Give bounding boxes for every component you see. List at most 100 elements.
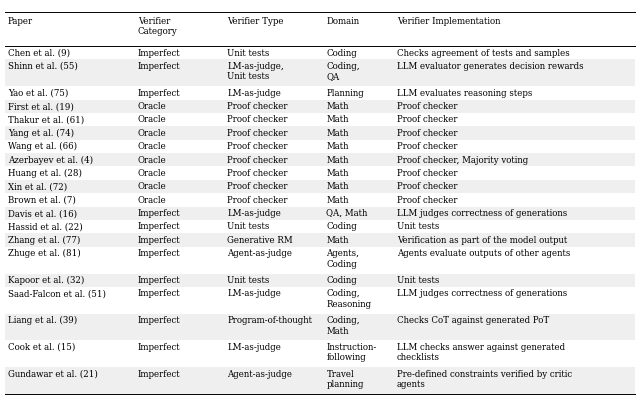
Text: Imperfect: Imperfect (138, 289, 180, 299)
Text: LM-as-judge: LM-as-judge (227, 289, 281, 299)
Text: Davis et al. (16): Davis et al. (16) (8, 209, 77, 218)
Text: Proof checker: Proof checker (397, 102, 458, 111)
Text: LLM evaluator generates decision rewards: LLM evaluator generates decision rewards (397, 62, 584, 71)
Text: Unit tests: Unit tests (227, 223, 269, 231)
Text: Yao et al. (75): Yao et al. (75) (8, 88, 68, 98)
Text: Pre-defined constraints verified by critic
agents: Pre-defined constraints verified by crit… (397, 370, 572, 389)
Text: Unit tests: Unit tests (227, 276, 269, 285)
Text: Proof checker: Proof checker (227, 102, 288, 111)
Text: Math: Math (326, 142, 349, 151)
Text: Program-of-thought: Program-of-thought (227, 316, 312, 325)
Text: Domain: Domain (326, 17, 360, 26)
Text: Verifier Implementation: Verifier Implementation (397, 17, 500, 26)
Text: Huang et al. (28): Huang et al. (28) (8, 169, 82, 178)
Text: Proof checker: Proof checker (227, 156, 288, 164)
Text: Generative RM: Generative RM (227, 236, 293, 245)
Text: Proof checker: Proof checker (397, 129, 458, 138)
Text: Verifier
Category: Verifier Category (138, 17, 177, 36)
Text: Imperfect: Imperfect (138, 249, 180, 258)
Bar (5, 314, 635, 341)
Text: Thakur et al. (61): Thakur et al. (61) (8, 116, 84, 124)
Text: LM-as-judge: LM-as-judge (227, 209, 281, 218)
Text: First et al. (19): First et al. (19) (8, 102, 74, 111)
Text: Checks agreement of tests and samples: Checks agreement of tests and samples (397, 48, 570, 57)
Text: LM-as-judge,
Unit tests: LM-as-judge, Unit tests (227, 62, 284, 81)
Text: Coding,
Math: Coding, Math (326, 316, 360, 336)
Text: Cook et al. (15): Cook et al. (15) (8, 343, 75, 352)
Text: Oracle: Oracle (138, 196, 166, 205)
Text: LM-as-judge: LM-as-judge (227, 343, 281, 352)
Text: Hassid et al. (22): Hassid et al. (22) (8, 223, 83, 231)
Text: Coding: Coding (326, 276, 357, 285)
Text: Coding,
Reasoning: Coding, Reasoning (326, 289, 372, 309)
Text: Oracle: Oracle (138, 116, 166, 124)
Text: Proof checker: Proof checker (397, 142, 458, 151)
Text: Coding: Coding (326, 223, 357, 231)
Text: Proof checker: Proof checker (227, 169, 288, 178)
Text: Imperfect: Imperfect (138, 236, 180, 245)
Text: Gundawar et al. (21): Gundawar et al. (21) (8, 370, 97, 379)
Text: Math: Math (326, 129, 349, 138)
Text: Proof checker: Proof checker (397, 169, 458, 178)
Text: Oracle: Oracle (138, 182, 166, 191)
Text: Proof checker, Majority voting: Proof checker, Majority voting (397, 156, 528, 164)
Text: Verification as part of the model output: Verification as part of the model output (397, 236, 567, 245)
Text: Planning: Planning (326, 88, 364, 98)
Text: Proof checker: Proof checker (227, 182, 288, 191)
Text: QA, Math: QA, Math (326, 209, 368, 218)
Text: Math: Math (326, 182, 349, 191)
Text: Unit tests: Unit tests (227, 48, 269, 57)
Bar (5, 153, 635, 166)
Text: Yang et al. (74): Yang et al. (74) (8, 129, 74, 138)
Text: Wang et al. (66): Wang et al. (66) (8, 142, 77, 152)
Bar (5, 126, 635, 140)
Text: Liang et al. (39): Liang et al. (39) (8, 316, 77, 325)
Text: Imperfect: Imperfect (138, 316, 180, 325)
Text: Oracle: Oracle (138, 142, 166, 151)
Text: Proof checker: Proof checker (227, 196, 288, 205)
Text: Checks CoT against generated PoT: Checks CoT against generated PoT (397, 316, 549, 325)
Text: Zhuge et al. (81): Zhuge et al. (81) (8, 249, 81, 259)
Text: LLM judges correctness of generations: LLM judges correctness of generations (397, 289, 567, 299)
Text: Proof checker: Proof checker (227, 129, 288, 138)
Text: Math: Math (326, 156, 349, 164)
Text: Math: Math (326, 169, 349, 178)
Text: Oracle: Oracle (138, 169, 166, 178)
Text: Math: Math (326, 196, 349, 205)
Text: LLM judges correctness of generations: LLM judges correctness of generations (397, 209, 567, 218)
Text: Saad-Falcon et al. (51): Saad-Falcon et al. (51) (8, 289, 106, 299)
Text: Agents,
Coding: Agents, Coding (326, 249, 360, 269)
Text: Chen et al. (9): Chen et al. (9) (8, 48, 70, 57)
Text: Xin et al. (72): Xin et al. (72) (8, 182, 67, 191)
Text: LM-as-judge: LM-as-judge (227, 88, 281, 98)
Text: Imperfect: Imperfect (138, 48, 180, 57)
Text: Azerbayev et al. (4): Azerbayev et al. (4) (8, 156, 93, 165)
Text: Math: Math (326, 236, 349, 245)
Text: Imperfect: Imperfect (138, 223, 180, 231)
Text: LLM evaluates reasoning steps: LLM evaluates reasoning steps (397, 88, 532, 98)
Text: Imperfect: Imperfect (138, 276, 180, 285)
Text: Kapoor et al. (32): Kapoor et al. (32) (8, 276, 84, 285)
Text: Imperfect: Imperfect (138, 62, 180, 71)
Text: Agent-as-judge: Agent-as-judge (227, 249, 292, 258)
Text: LLM checks answer against generated
checklists: LLM checks answer against generated chec… (397, 343, 565, 362)
Text: Imperfect: Imperfect (138, 370, 180, 379)
Text: Brown et al. (7): Brown et al. (7) (8, 196, 76, 205)
Text: Imperfect: Imperfect (138, 88, 180, 98)
Bar (5, 59, 635, 86)
Text: Zhang et al. (77): Zhang et al. (77) (8, 236, 80, 245)
Text: Unit tests: Unit tests (397, 223, 439, 231)
Text: Proof checker: Proof checker (397, 196, 458, 205)
Bar (5, 99, 635, 113)
Text: Travel
planning: Travel planning (326, 370, 364, 389)
Text: Oracle: Oracle (138, 102, 166, 111)
Text: Proof checker: Proof checker (397, 116, 458, 124)
Text: Paper: Paper (8, 17, 33, 26)
Text: Imperfect: Imperfect (138, 343, 180, 352)
Text: Oracle: Oracle (138, 129, 166, 138)
Text: Instruction-
following: Instruction- following (326, 343, 377, 362)
Text: Coding: Coding (326, 48, 357, 57)
Bar (5, 180, 635, 193)
Text: Proof checker: Proof checker (397, 182, 458, 191)
Text: Verifier Type: Verifier Type (227, 17, 284, 26)
